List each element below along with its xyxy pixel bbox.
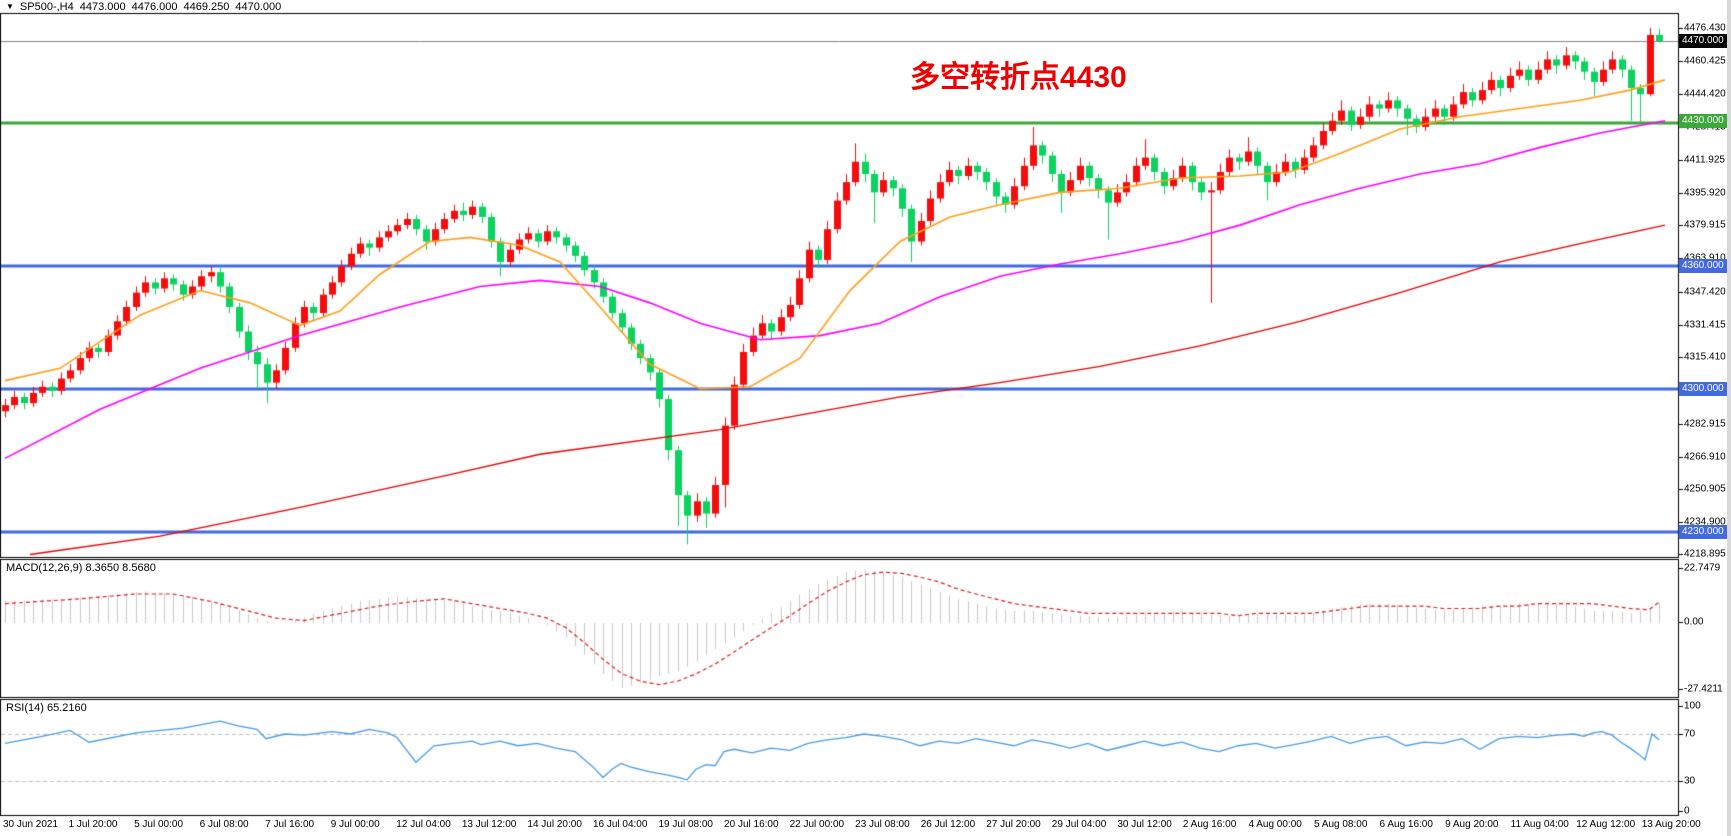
macd-axis-tick-label: 0.00	[1684, 616, 1704, 628]
time-axis-label: 6 Aug 16:00	[1379, 819, 1433, 830]
time-axis-label: 9 Aug 20:00	[1445, 819, 1499, 830]
price-level-tag: 4470.000	[1679, 34, 1731, 48]
macd-pane[interactable]	[0, 560, 1679, 697]
time-axis-label: 1 Jul 20:00	[68, 819, 118, 830]
price-axis-tick-label: 4266.910	[1684, 451, 1726, 463]
rsi-axis-tick-label: 30	[1684, 775, 1696, 787]
main-chart-pane[interactable]	[0, 14, 1679, 557]
price-axis-tick-label: 4234.900	[1684, 516, 1726, 528]
price-axis-tick-label: 4460.425	[1684, 55, 1726, 67]
price-axis-tick-label: 4250.905	[1684, 483, 1726, 495]
price-axis-tick-label: 4218.895	[1684, 548, 1726, 560]
time-axis-label: 19 Jul 08:00	[658, 819, 714, 830]
time-axis-label: 11 Aug 04:00	[1510, 819, 1569, 830]
time-axis-label: 7 Jul 16:00	[265, 819, 315, 830]
pivot-annotation-text: 多空转折点4430	[910, 61, 1127, 94]
quote-high: 4476.000	[131, 1, 178, 13]
time-axis-label: 23 Jul 08:00	[855, 819, 910, 830]
time-axis-label: 13 Jul 12:00	[461, 819, 517, 830]
time-axis-label: 12 Jul 04:00	[396, 819, 451, 830]
price-level-tag: 4430.000	[1679, 114, 1731, 128]
macd-indicator-label: MACD(12,26,9) 8.3650 8.5680	[6, 562, 156, 574]
time-axis-label: 4 Aug 00:00	[1248, 819, 1302, 830]
rsi-axis-tick-label: 100	[1684, 700, 1701, 712]
price-axis-tick-label: 4379.915	[1684, 219, 1726, 231]
time-axis-label: 2 Aug 16:00	[1182, 819, 1237, 830]
price-axis-tick-label: 4476.430	[1684, 22, 1726, 34]
price-axis-tick-label: 4282.915	[1684, 418, 1726, 430]
price-axis-tick-label: 4411.925	[1684, 154, 1725, 166]
time-axis-label: 5 Aug 08:00	[1314, 819, 1368, 830]
rsi-pane[interactable]	[0, 700, 1679, 815]
price-axis-tick-label: 4331.415	[1684, 319, 1726, 331]
time-axis-label: 30 Jul 12:00	[1117, 819, 1172, 830]
symbol-dropdown-icon[interactable]: ▼	[6, 2, 14, 11]
quote-open: 4473.000	[79, 1, 126, 13]
rsi-indicator-label: RSI(14) 65.2160	[6, 702, 87, 714]
macd-axis-tick-label: -27.4211	[1684, 683, 1723, 695]
rsi-axis-tick-label: 70	[1684, 728, 1696, 740]
time-axis-label: 20 Jul 16:00	[724, 819, 779, 830]
price-axis-tick-label: 4363.910	[1684, 252, 1726, 264]
price-axis-tick-label: 4444.420	[1684, 88, 1726, 100]
price-axis-tick-label: 4315.410	[1684, 351, 1726, 363]
time-axis-label: 6 Jul 08:00	[199, 819, 249, 830]
price-level-tag: 4360.000	[1679, 259, 1731, 273]
quote-low: 4469.250	[183, 1, 230, 13]
time-axis-label: 22 Jul 00:00	[789, 819, 845, 830]
price-axis-tick-label: 4395.920	[1684, 187, 1726, 199]
chart-header: ▼ SP500-,H4 4473.000 4476.000 4469.250 4…	[6, 1, 281, 13]
time-axis-label: 30 Jun 2021	[3, 819, 59, 830]
time-axis-label: 29 Jul 04:00	[1051, 819, 1107, 830]
time-axis-label: 27 Jul 20:00	[986, 819, 1041, 830]
price-axis-tick-label: 4347.420	[1684, 286, 1726, 298]
window-edge-strip	[1727, 0, 1731, 836]
quote-close: 4470.000	[235, 1, 282, 13]
symbol-period-label: SP500-,H4	[19, 1, 74, 13]
time-axis-label: 5 Jul 00:00	[134, 819, 184, 830]
time-axis-label: 16 Jul 04:00	[592, 819, 648, 830]
time-axis-label: 9 Jul 00:00	[330, 819, 380, 830]
macd-axis-tick-label: 22.7479	[1684, 562, 1721, 574]
price-level-tag: 4230.000	[1679, 525, 1731, 539]
price-level-tag: 4300.000	[1679, 382, 1731, 396]
time-axis-label: 13 Aug 20:00	[1641, 819, 1701, 830]
time-axis-label: 14 Jul 20:00	[527, 819, 582, 830]
time-axis-label: 12 Aug 12:00	[1576, 819, 1636, 830]
rsi-axis-tick-label: 0	[1684, 805, 1690, 817]
time-axis-label: 26 Jul 12:00	[920, 819, 976, 830]
